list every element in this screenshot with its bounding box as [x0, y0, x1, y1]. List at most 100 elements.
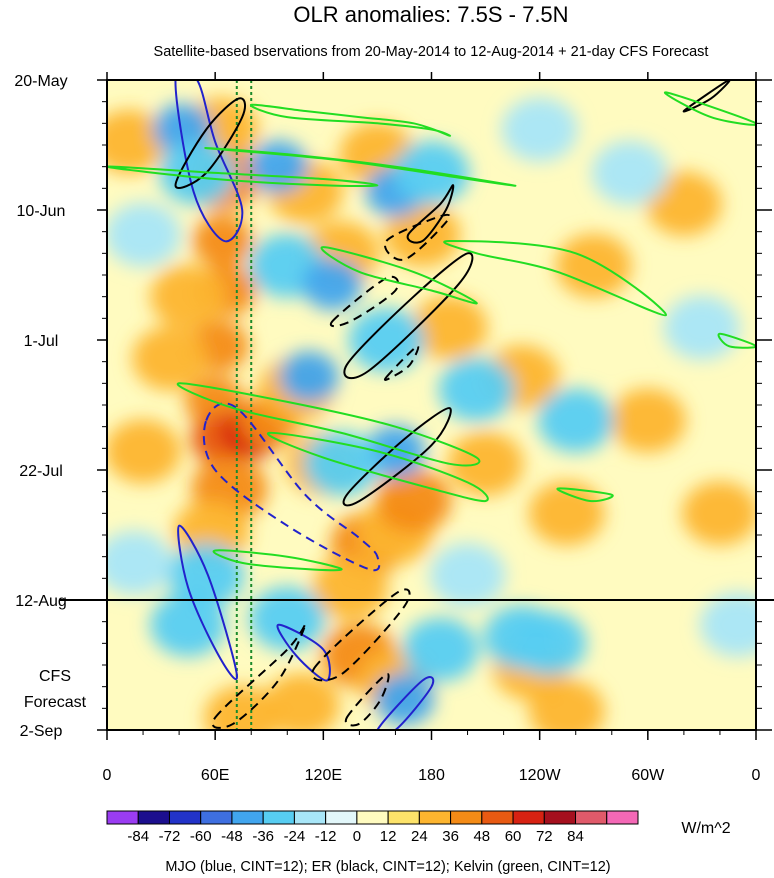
anomaly-blob: [510, 611, 587, 676]
anomaly-blob: [348, 308, 425, 372]
colorbar-swatch: [106, 810, 139, 825]
y-tick-label: 1-Jul: [24, 333, 59, 350]
kelvin-contour: [717, 332, 756, 349]
anomaly-blob: [645, 171, 722, 236]
er-contour: [344, 673, 390, 727]
mjo-contour: [202, 402, 381, 572]
chart-title: OLR anomalies: 7.5S - 7.5N: [293, 2, 568, 27]
y-tick-label: 10-Jun: [17, 203, 66, 220]
anomaly-blob: [447, 431, 524, 496]
anomaly-blob: [249, 586, 326, 651]
anomaly-blob: [411, 295, 488, 360]
x-tick-label: 60E: [201, 767, 229, 784]
anomaly-blob: [312, 555, 389, 620]
colorbar-label: -72: [159, 828, 181, 845]
anomaly-blob: [204, 685, 281, 730]
colorbar-swatch: [575, 810, 608, 825]
er-contour: [174, 97, 247, 189]
colorbar-swatch: [418, 810, 452, 825]
kelvin-contour: [204, 146, 517, 187]
kelvin-contour: [250, 103, 452, 137]
wave-contours: [107, 80, 756, 730]
colorbar-swatch: [168, 810, 202, 825]
forecast-label-line-1: CFS: [39, 668, 71, 685]
colorbar-swatch: [606, 810, 639, 825]
anomaly-blob: [402, 617, 479, 682]
reference-lines: [235, 80, 253, 730]
colorbar-label: 36: [442, 828, 459, 845]
kelvin-contour: [176, 382, 481, 467]
anomaly-blob: [132, 326, 209, 391]
anomaly-blob: [609, 388, 686, 453]
er-contour: [383, 345, 420, 381]
colorbar-swatch: [450, 810, 483, 825]
anomaly-blob: [528, 481, 605, 546]
anomaly-blob: [168, 543, 245, 608]
er-contour: [406, 184, 455, 244]
anomaly-blob: [591, 140, 668, 205]
anomaly-blob: [429, 543, 506, 608]
x-tick-label: 60W: [631, 767, 665, 784]
colorbar-swatch: [481, 810, 514, 825]
x-tick-label: 180: [418, 767, 445, 784]
colorbar-label: 72: [536, 828, 553, 845]
mjo-contour: [177, 524, 238, 681]
kelvin-contour: [443, 239, 667, 317]
colorbar-swatch: [200, 810, 233, 825]
anomaly-blob: [107, 109, 167, 174]
anomaly-blob: [438, 357, 515, 422]
x-tick-label: 120E: [305, 767, 342, 784]
er-contour: [211, 622, 307, 729]
colorbar-swatch: [387, 810, 420, 825]
colorbar-swatch: [543, 810, 577, 825]
colorbar-label: -60: [190, 828, 212, 845]
colorbar-label: -12: [315, 828, 337, 845]
mjo-contour: [376, 676, 435, 730]
y-tick-label: 20-May: [14, 73, 67, 90]
er-contour: [682, 80, 731, 113]
colorbar-label: 84: [567, 828, 584, 845]
colorbar-swatch: [512, 810, 545, 825]
anomaly-blob: [150, 264, 227, 329]
er-contour: [329, 275, 400, 328]
kelvin-contour: [212, 549, 343, 572]
anomaly-blob: [663, 295, 740, 360]
er-contour: [342, 407, 452, 507]
mjo-contour: [276, 623, 331, 682]
colorbar-label: 12: [380, 828, 397, 845]
colorbar-label: 0: [353, 828, 361, 845]
y-tick-label: 2-Sep: [20, 723, 63, 740]
anomaly-blob: [302, 258, 363, 311]
anomaly-blob: [107, 202, 182, 267]
y-tick-label: 12-Aug: [15, 593, 67, 610]
colorbar-swatch: [356, 810, 389, 825]
colorbar-units: W/m^2: [681, 820, 730, 837]
colorbar-swatch: [262, 810, 295, 825]
forecast-label-line-2: Forecast: [24, 694, 87, 711]
anomaly-blob: [375, 468, 452, 533]
colorbar-label: 60: [505, 828, 522, 845]
anomaly-blob: [555, 233, 632, 298]
axes: 0 60E 120E 180 120W 60W 0 20-May 10-Jun 1-Jul 22-J…: [14, 72, 772, 784]
colorbar-swatch: [293, 810, 327, 825]
plot-area: [107, 80, 756, 730]
colorbar-label: 24: [411, 828, 428, 845]
colorbar-label: -24: [284, 828, 306, 845]
er-contour: [384, 213, 451, 261]
anomaly-blob: [263, 673, 340, 730]
chart-subtitle: Satellite-based bservations from 20-May-…: [154, 44, 709, 60]
x-tick-label: 120W: [519, 767, 562, 784]
colorbar-swatch: [325, 810, 358, 825]
anomaly-blob: [528, 679, 605, 730]
x-tick-label: 0: [103, 767, 112, 784]
anomaly-blob: [537, 388, 614, 453]
colorbar-label: -48: [221, 828, 243, 845]
colorbar: -84 -72 -60 -48 -36 -24 -12 0 12 24 36 48 60 72 84: [106, 810, 639, 845]
anomaly-blob: [278, 351, 339, 404]
x-tick-label: 0: [752, 767, 761, 784]
legend-footer: MJO (blue, CINT=12); ER (black, CINT=12)…: [165, 859, 610, 875]
colorbar-label: -84: [127, 828, 149, 845]
colorbar-label: -36: [252, 828, 274, 845]
anomaly-blob: [501, 97, 578, 162]
